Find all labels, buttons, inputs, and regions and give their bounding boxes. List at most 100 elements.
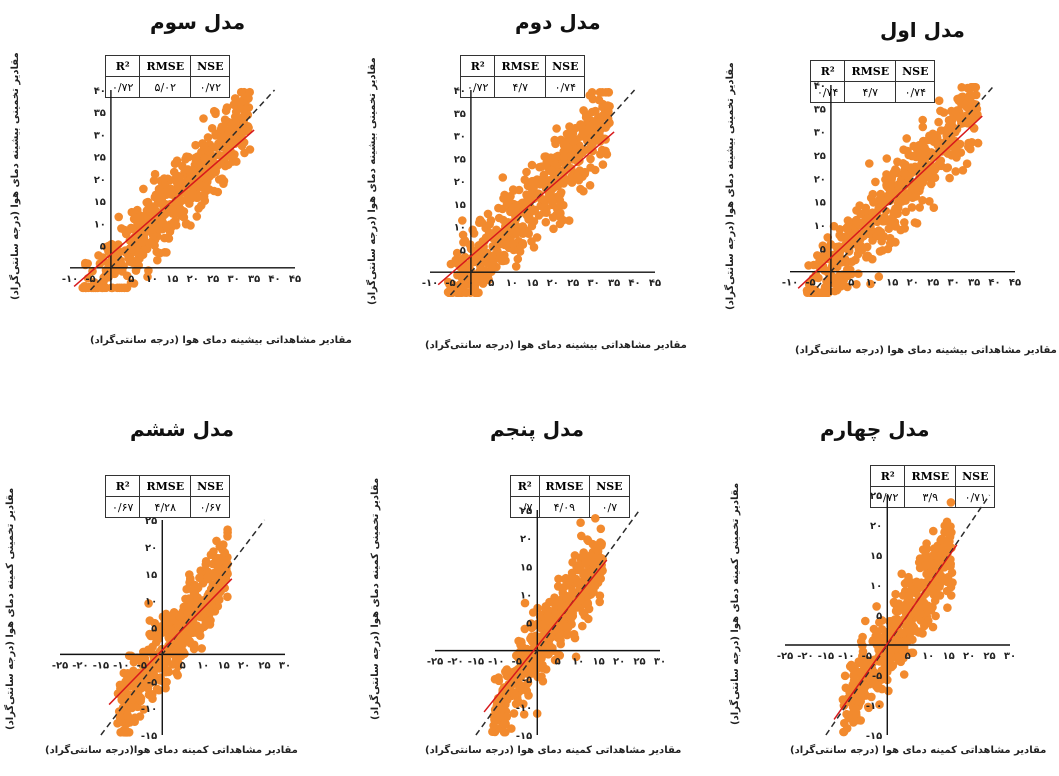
data-point — [489, 721, 498, 730]
data-point — [245, 87, 254, 97]
data-point — [117, 694, 127, 703]
data-point — [512, 651, 521, 660]
data-point — [856, 246, 866, 255]
x-tick-label: ۱۰ — [197, 660, 209, 671]
x-tick-label: ۰ — [828, 278, 834, 289]
data-point — [169, 608, 179, 617]
data-point — [465, 259, 475, 269]
x-tick-label: ۱۵ — [218, 660, 230, 671]
data-point — [118, 267, 127, 276]
data-point — [901, 207, 910, 217]
x-tick-label: ۱۵ — [943, 651, 955, 662]
data-point — [569, 137, 578, 146]
data-point — [852, 217, 862, 227]
data-point — [879, 213, 889, 223]
x-tick-label: -۱۰ — [838, 651, 854, 662]
x-tick-label: ۴۰ — [988, 278, 1000, 289]
data-point — [167, 205, 176, 214]
data-point — [930, 130, 940, 140]
data-point — [518, 240, 528, 249]
data-point — [213, 556, 222, 566]
data-point — [911, 192, 921, 201]
x-tick-label: ۳۰ — [1004, 651, 1016, 662]
data-point — [936, 156, 946, 165]
data-point — [840, 671, 850, 681]
data-point — [459, 238, 468, 247]
data-point — [577, 531, 586, 541]
data-point — [816, 288, 826, 297]
data-point — [956, 116, 966, 125]
y-tick-label: -۱۰ — [141, 704, 157, 715]
y-tick-label: ۱۰ — [870, 581, 882, 592]
data-point — [930, 596, 940, 605]
data-point — [843, 216, 853, 225]
data-point — [915, 203, 924, 212]
x-tick-label: ۵ — [128, 274, 134, 285]
y-tick-label: ۱۰ — [814, 221, 826, 232]
data-point — [918, 122, 928, 132]
data-point — [584, 614, 593, 624]
data-point — [191, 153, 200, 163]
data-point — [217, 174, 227, 183]
data-point — [549, 173, 558, 182]
chart-title: مدل پنجم — [490, 417, 585, 441]
data-point — [896, 657, 906, 667]
stats-table: R² RMSE NSE ۰/۶۷ ۴/۲۸ ۰/۶۷ — [104, 475, 231, 518]
x-tick-label: ۴۰ — [628, 278, 640, 289]
stats-header-nse: NSE — [895, 60, 936, 82]
stats-table: R² RMSE NSE ۰/۷ ۴/۰۹ ۰/۷ — [510, 475, 630, 518]
stats-header-rmse: RMSE — [538, 475, 591, 497]
data-point — [935, 582, 944, 591]
data-point — [861, 616, 870, 626]
x-tick-label: ۲۰ — [187, 274, 199, 285]
data-point — [197, 644, 206, 653]
data-point — [887, 174, 896, 184]
y-tick-label: ۱۵ — [520, 562, 532, 573]
data-point — [126, 651, 136, 661]
data-point — [184, 594, 194, 603]
stats-value-r2: ۰/۶۷ — [104, 496, 141, 518]
x-tick-label: ۵ — [905, 651, 911, 662]
data-point — [203, 133, 213, 142]
x-tick-label: ۰ — [108, 274, 114, 285]
y-tick-label: -۵ — [522, 675, 532, 686]
y-tick-label: -۵ — [872, 671, 882, 682]
x-tick-label: -۵ — [85, 274, 95, 285]
data-point — [823, 233, 832, 242]
data-point — [956, 148, 966, 157]
data-point — [220, 115, 230, 124]
y-tick-label: ۲۵ — [454, 154, 466, 165]
data-point — [529, 660, 538, 669]
data-point — [898, 646, 908, 656]
x-axis-label: مقادیر مشاهداتی کمینه دمای هوا (درجه سان… — [425, 745, 682, 756]
data-point — [848, 680, 858, 689]
data-point — [556, 189, 565, 199]
data-point — [907, 203, 917, 212]
data-point — [581, 556, 591, 566]
x-tick-label: ۴۵ — [1009, 278, 1021, 289]
data-point — [908, 635, 917, 644]
data-point — [501, 667, 510, 676]
data-point — [887, 180, 896, 190]
data-point — [125, 718, 135, 727]
data-point — [191, 140, 200, 150]
data-point — [139, 184, 148, 194]
data-point — [559, 140, 569, 150]
regression-line — [797, 115, 983, 289]
data-point — [144, 690, 154, 699]
data-point — [483, 272, 493, 282]
stats-header-nse: NSE — [589, 475, 630, 497]
data-point — [837, 258, 846, 267]
data-point — [601, 148, 610, 157]
data-point — [210, 143, 220, 152]
data-point — [187, 193, 197, 203]
data-point — [231, 133, 241, 143]
data-point — [552, 210, 561, 220]
data-point — [895, 602, 904, 612]
data-point — [914, 175, 923, 185]
stats-header-nse: NSE — [955, 465, 996, 487]
chart-panel-model-5: مدل پنجم R² RMSE NSE ۰/۷ ۴/۰۹ ۰/۷ مقادیر مشاهدا… — [365, 395, 695, 775]
data-point — [886, 648, 895, 657]
data-point — [209, 186, 219, 196]
data-point — [229, 100, 239, 109]
